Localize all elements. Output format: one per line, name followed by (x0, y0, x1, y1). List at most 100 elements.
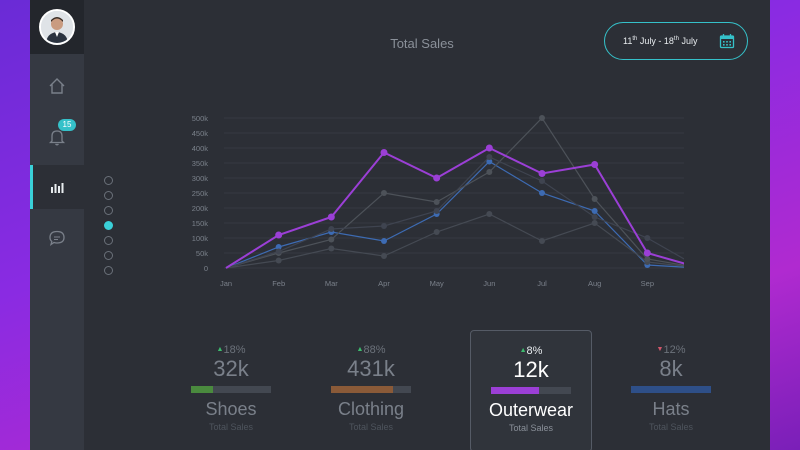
app-window: 15 Total Sales 11th July - 18th July (30, 0, 770, 450)
stat-percentage: ▲18% (170, 344, 292, 356)
stat-progress-bar (491, 387, 571, 394)
stat-progress-fill (331, 386, 394, 393)
stat-percentage-value: 12% (663, 344, 686, 356)
stat-name: Shoes (205, 399, 257, 419)
end-suffix: th (673, 36, 679, 42)
data-point (486, 211, 493, 217)
page-dot[interactable] (104, 251, 113, 260)
x-tick-label: Sep (641, 279, 654, 288)
series-line (225, 146, 684, 269)
sidebar-item-notifications[interactable]: 15 (30, 115, 84, 159)
stat-progress-fill (491, 387, 539, 394)
y-tick-label: 50k (196, 249, 208, 258)
stat-percentage-value: 88% (363, 344, 386, 356)
stat-subtitle: Total Sales (208, 422, 254, 432)
data-point (539, 190, 545, 196)
data-point (591, 196, 598, 202)
y-tick-label: 300k (192, 174, 209, 183)
date-range-label: 11th July - 18th July (623, 36, 697, 46)
data-point (328, 245, 335, 252)
data-point (486, 158, 493, 165)
stat-progress-bar (331, 386, 411, 393)
page-title: Total Sales (390, 36, 454, 51)
data-point (644, 256, 651, 262)
page-dot[interactable] (104, 236, 113, 245)
sidebar-item-messages[interactable] (30, 216, 84, 260)
stat-percentage: ▼12% (610, 344, 732, 356)
data-point (591, 208, 598, 214)
series-line (225, 213, 684, 269)
data-point (591, 220, 598, 226)
data-point (644, 235, 651, 241)
data-point (539, 178, 545, 184)
date-separator: - (655, 36, 664, 46)
notification-badge: 15 (58, 119, 76, 131)
stat-progress-bar (631, 386, 711, 393)
data-point (433, 174, 441, 182)
x-tick-label: Mar (325, 279, 338, 288)
stat-progress-bar (191, 386, 271, 393)
x-tick-label: Jun (483, 279, 495, 288)
stat-percentage: ▲88% (310, 344, 432, 356)
stat-value: 32k (213, 356, 249, 381)
end-month: July (681, 36, 698, 46)
stat-value: 12k (513, 357, 549, 382)
data-point (485, 144, 493, 152)
page-dot[interactable] (104, 176, 113, 185)
stat-card-shoes[interactable]: ▲18% 32k Shoes Total Sales (170, 330, 292, 450)
stat-percentage-value: 18% (223, 344, 246, 356)
data-point (275, 231, 283, 239)
data-point (591, 214, 598, 220)
start-month: July (639, 36, 656, 46)
x-tick-label: Jul (537, 279, 547, 288)
data-point (275, 248, 282, 255)
start-suffix: th (632, 36, 638, 42)
stat-percentage: ▲8% (471, 345, 591, 357)
home-icon (49, 78, 65, 94)
stat-card-clothing[interactable]: ▲88% 431k Clothing Total Sales (310, 330, 432, 450)
trend-up-icon: ▲ (356, 346, 364, 353)
x-tick-label: Apr (378, 279, 390, 288)
stat-name: Clothing (337, 399, 405, 419)
stat-card-outerwear[interactable]: ▲8% 12k Outerwear Total Sales (470, 330, 592, 450)
page-dot[interactable] (104, 206, 113, 215)
stat-value: 431k (347, 356, 395, 381)
stat-value: 8k (659, 356, 683, 381)
date-range-button[interactable]: 11th July - 18th July (604, 22, 748, 60)
page-dot[interactable] (104, 221, 113, 230)
stat-progress-fill (631, 386, 711, 393)
calendar-icon (719, 34, 735, 49)
sidebar-item-home[interactable] (30, 64, 84, 108)
page-dot[interactable] (104, 191, 113, 200)
chat-icon (49, 230, 65, 246)
data-point (381, 253, 387, 259)
y-tick-label: 250k (192, 189, 209, 198)
bar-chart-icon (51, 183, 64, 193)
data-point (381, 223, 387, 229)
stat-percentage-value: 8% (526, 345, 543, 357)
data-point (380, 149, 388, 156)
stat-name: Hats (652, 399, 690, 419)
sidebar-item-analytics[interactable] (30, 165, 84, 209)
stat-name: Outerwear (488, 400, 574, 420)
user-avatar-icon (41, 11, 73, 43)
data-point (275, 257, 282, 264)
main-panel: Total Sales 11th July - 18th July 0 50k 10… (84, 0, 770, 450)
data-point (328, 226, 335, 232)
end-day: 18 (663, 36, 674, 46)
data-point (539, 238, 545, 244)
y-tick-label: 450k (192, 129, 209, 138)
data-point (539, 115, 545, 121)
stat-progress-fill (191, 386, 214, 393)
data-point (327, 213, 335, 221)
start-day: 11 (623, 36, 633, 46)
stat-card-hats[interactable]: ▼12% 8k Hats Total Sales (610, 330, 732, 450)
page-dot[interactable] (104, 266, 113, 275)
sales-chart: 0 50k 100k 150k 200k 250k 300k 350k 400k 450k 500k… (192, 114, 684, 288)
x-tick-label: Jan (220, 279, 232, 288)
x-tick-label: Feb (272, 279, 285, 288)
avatar[interactable] (39, 9, 75, 45)
data-point (381, 190, 387, 196)
bell-icon (48, 130, 66, 146)
data-point (591, 161, 599, 168)
